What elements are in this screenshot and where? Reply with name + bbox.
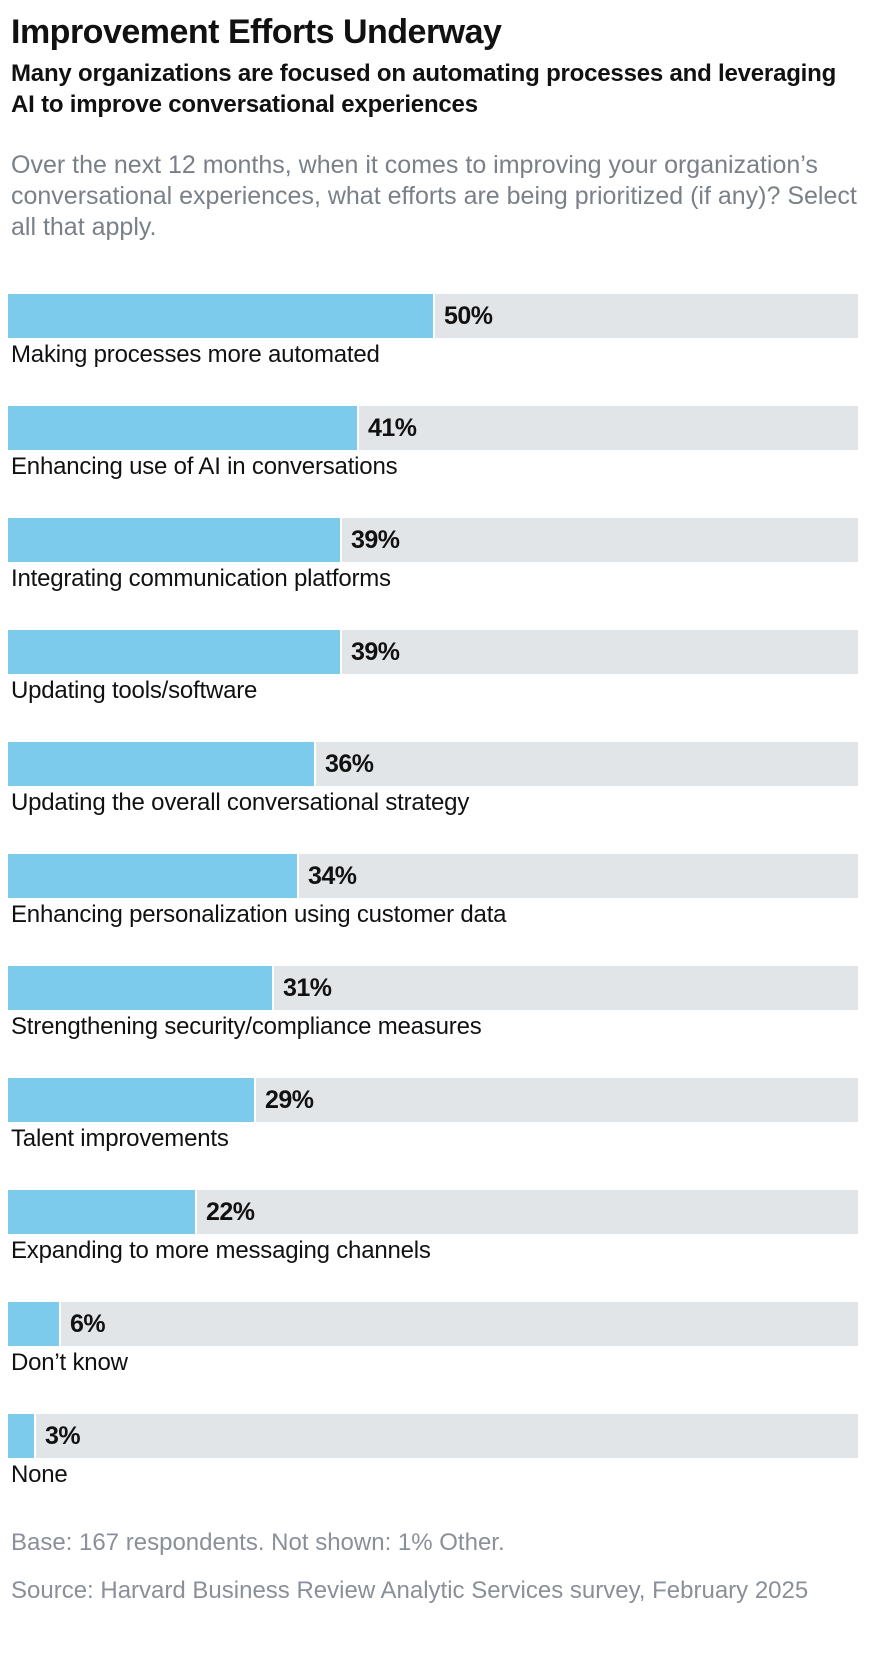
- bar-value-label: 50%: [444, 302, 493, 330]
- source-note: Source: Harvard Business Review Analytic…: [11, 1577, 809, 1604]
- bar-row: 41% Enhancing use of AI in conversations: [8, 406, 858, 486]
- bar-value-label: 29%: [265, 1086, 314, 1114]
- bar-row: 39% Integrating communication platforms: [8, 518, 858, 598]
- bar-row: 39% Updating tools/software: [8, 630, 858, 710]
- category-label: Strengthening security/compliance measur…: [11, 1013, 482, 1040]
- bar: [8, 966, 274, 1010]
- category-label: Making processes more automated: [11, 341, 380, 368]
- bar-row: 3% None: [8, 1414, 858, 1494]
- category-label: Updating the overall conversational stra…: [11, 789, 470, 816]
- bar: [8, 742, 316, 786]
- category-label: Updating tools/software: [11, 677, 258, 704]
- category-label: Enhancing personalization using customer…: [11, 901, 507, 928]
- bar-row: 50% Making processes more automated: [8, 294, 858, 374]
- bar-value-label: 31%: [283, 974, 332, 1002]
- category-label: None: [11, 1461, 68, 1488]
- bar: [8, 518, 342, 562]
- bar-value-label: 3%: [45, 1422, 81, 1450]
- category-label: Enhancing use of AI in conversations: [11, 453, 398, 480]
- bar-value-label: 22%: [206, 1198, 255, 1226]
- bar: [8, 294, 435, 338]
- bar: [8, 630, 342, 674]
- category-label: Talent improvements: [11, 1125, 229, 1152]
- bar-value-label: 34%: [308, 862, 357, 890]
- base-note: Base: 167 respondents. Not shown: 1% Oth…: [11, 1529, 505, 1556]
- bar-row: 29% Talent improvements: [8, 1078, 858, 1158]
- bar: [8, 406, 359, 450]
- bar: [8, 1414, 36, 1458]
- chart-subtitle: Many organizations are focused on automa…: [11, 60, 837, 118]
- bar: [8, 1302, 61, 1346]
- bar-track: [8, 1302, 858, 1346]
- category-label: Don’t know: [11, 1349, 128, 1376]
- category-label: Integrating communication platforms: [11, 565, 391, 592]
- bar-value-label: 6%: [70, 1310, 106, 1338]
- bar-value-label: 41%: [368, 414, 417, 442]
- category-label: Expanding to more messaging channels: [11, 1237, 431, 1264]
- bar-row: 31% Strengthening security/compliance mea…: [8, 966, 858, 1046]
- bar-value-label: 39%: [351, 526, 400, 554]
- bar-row: 36% Updating the overall conversational s…: [8, 742, 858, 822]
- bar-value-label: 36%: [325, 750, 374, 778]
- bar: [8, 1078, 256, 1122]
- chart-title: Improvement Efforts Underway: [11, 13, 502, 51]
- bar: [8, 1190, 197, 1234]
- bar: [8, 854, 299, 898]
- bar-row: 34% Enhancing personalization using custo…: [8, 854, 858, 934]
- bar-track: [8, 1414, 858, 1458]
- bar-value-label: 39%: [351, 638, 400, 666]
- bar-row: 22% Expanding to more messaging channels: [8, 1190, 858, 1270]
- bar-row: 6% Don’t know: [8, 1302, 858, 1382]
- survey-question: Over the next 12 months, when it comes t…: [11, 151, 857, 241]
